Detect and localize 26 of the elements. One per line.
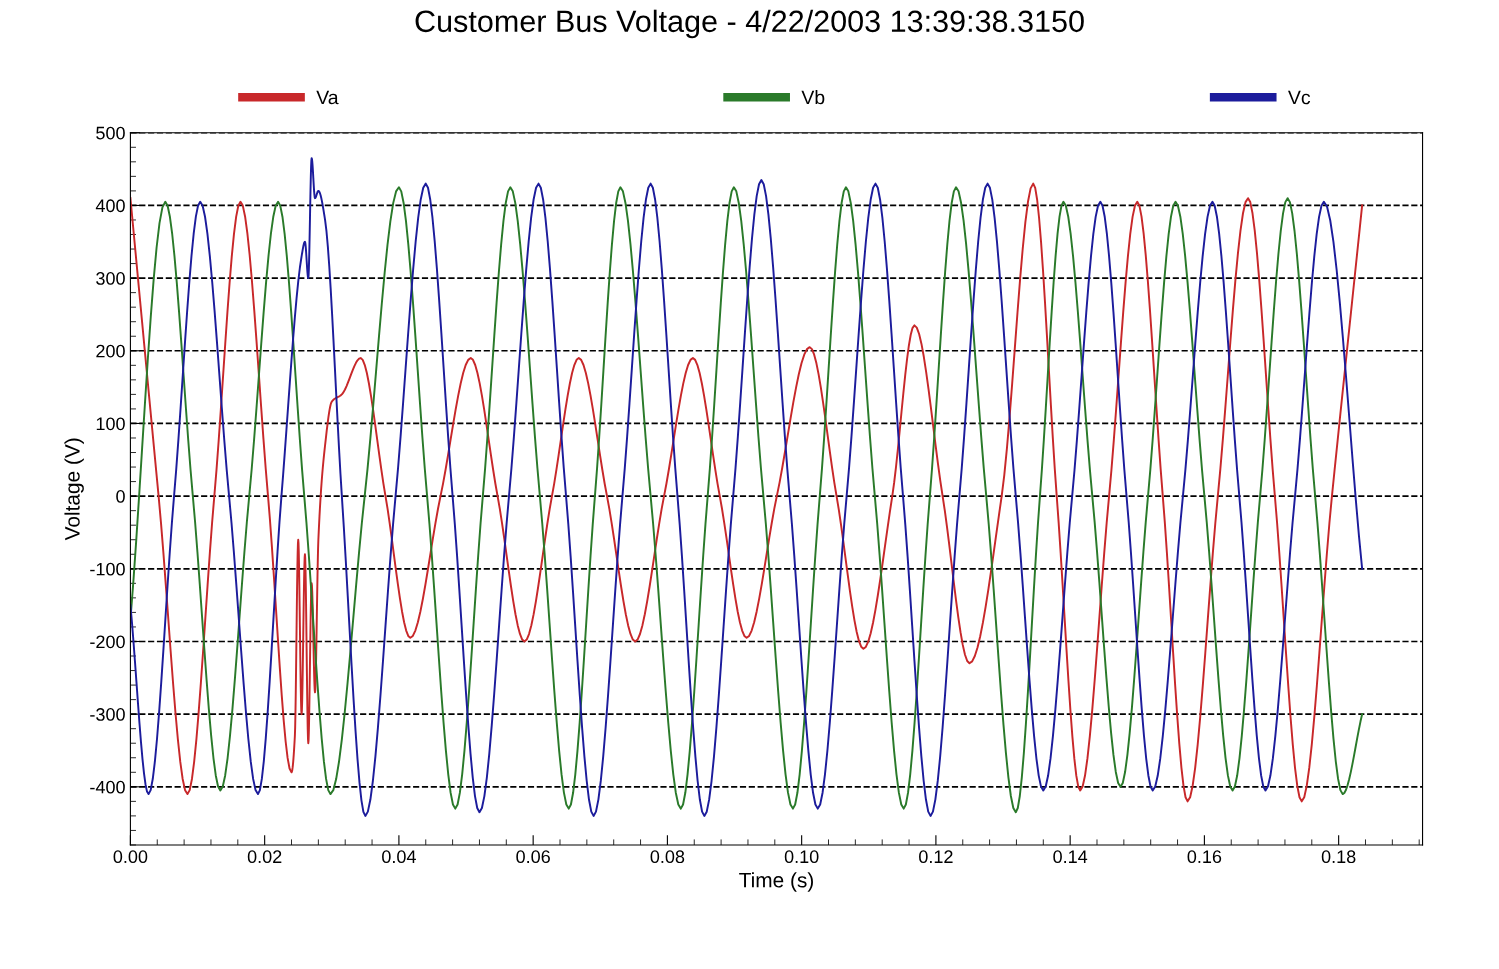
x-tick-label: 0.08 xyxy=(650,850,685,864)
y-axis-title: Voltage (V) xyxy=(64,438,84,541)
y-tick-label: 200 xyxy=(96,344,125,358)
x-tick-label: 0.14 xyxy=(1053,850,1088,864)
y-tick-label: 300 xyxy=(96,272,125,285)
x-tick-label: 0.10 xyxy=(784,850,819,864)
legend-label: Va xyxy=(316,90,339,105)
legend-label: Vc xyxy=(1288,90,1311,105)
y-tick-label: -200 xyxy=(90,635,125,649)
x-tick-label: 0.16 xyxy=(1187,850,1222,864)
y-tick-label: -100 xyxy=(90,562,125,576)
x-tick-label: 0.12 xyxy=(919,850,953,864)
y-tick-label: 400 xyxy=(95,199,125,213)
x-axis-title: Time (s) xyxy=(739,872,813,892)
y-tick-label: 0 xyxy=(116,490,125,503)
x-tick-label: 0.02 xyxy=(247,850,282,864)
legend-label: Vb xyxy=(801,90,825,105)
y-tick-label: 500 xyxy=(96,126,125,140)
x-tick-label: 0.04 xyxy=(382,850,416,864)
y-tick-label: -300 xyxy=(90,708,125,721)
y-tick-label: -400 xyxy=(90,780,125,794)
y-tick-label: 100 xyxy=(96,417,125,431)
x-tick-label: 0.00 xyxy=(113,850,148,864)
x-tick-label: 0.06 xyxy=(516,850,550,864)
chart-title: Customer Bus Voltage - 4/22/2003 13:39:38.3150 xyxy=(415,9,1084,39)
x-tick-label: 0.18 xyxy=(1321,850,1356,864)
